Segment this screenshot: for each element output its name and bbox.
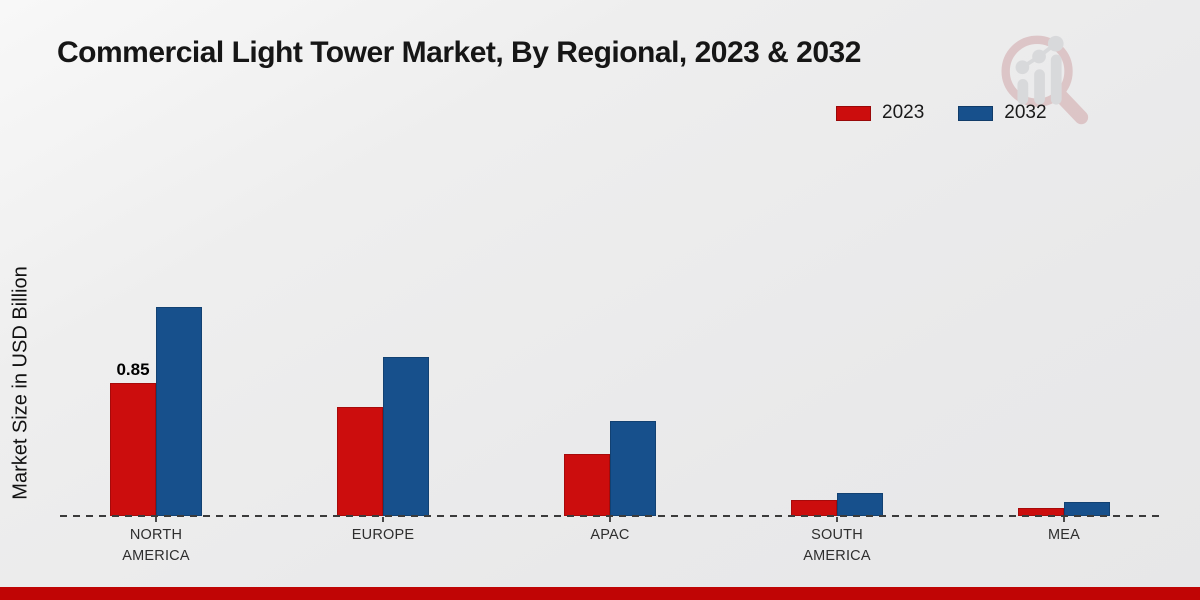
y-axis-title-text: Market Size in USD Billion <box>9 266 32 500</box>
data-label-2023-0: 0.85 <box>116 360 150 379</box>
bar-2023-north-america <box>110 383 156 516</box>
bar-2023-mea <box>1018 508 1064 516</box>
legend-item-2023: 2023 <box>836 102 924 124</box>
x-axis-tick-south-america <box>836 517 838 522</box>
bar-2023-europe <box>337 407 383 516</box>
legend-label-2032: 2032 <box>1004 102 1047 123</box>
x-axis-label-south-america: SOUTH AMERICA <box>803 527 871 564</box>
x-axis-label-apac: APAC <box>590 527 630 543</box>
magnifier-growth-chart-logo-icon <box>1001 35 1089 125</box>
x-axis-label-mea: MEA <box>1047 527 1081 543</box>
bar-2023-south-america <box>791 500 837 516</box>
x-axis-tick-europe <box>382 517 384 522</box>
bar-2032-north-america <box>156 307 202 516</box>
x-axis-label-europe: EUROPE <box>351 527 415 543</box>
bar-2032-apac <box>610 421 656 516</box>
legend: 2023 2032 <box>836 102 1047 124</box>
bar-2032-europe <box>383 357 429 516</box>
x-axis-tick-mea <box>1063 517 1065 522</box>
legend-swatch-2023 <box>836 105 871 121</box>
x-axis-tick-north-america <box>155 517 157 522</box>
legend-label-2023: 2023 <box>882 102 925 123</box>
legend-item-2032: 2032 <box>958 102 1047 124</box>
legend-swatch-2032 <box>958 105 994 121</box>
x-axis-tick-apac <box>609 517 611 522</box>
bar-2032-south-america <box>837 493 883 516</box>
x-axis-baseline <box>60 515 1160 517</box>
bar-2032-mea <box>1064 502 1110 516</box>
x-axis-label-north-america: NORTH AMERICA <box>122 527 190 564</box>
footer-accent-bar <box>0 587 1200 600</box>
chart-title: Commercial Light Tower Market, By Region… <box>57 36 861 69</box>
bar-2023-apac <box>564 454 610 516</box>
